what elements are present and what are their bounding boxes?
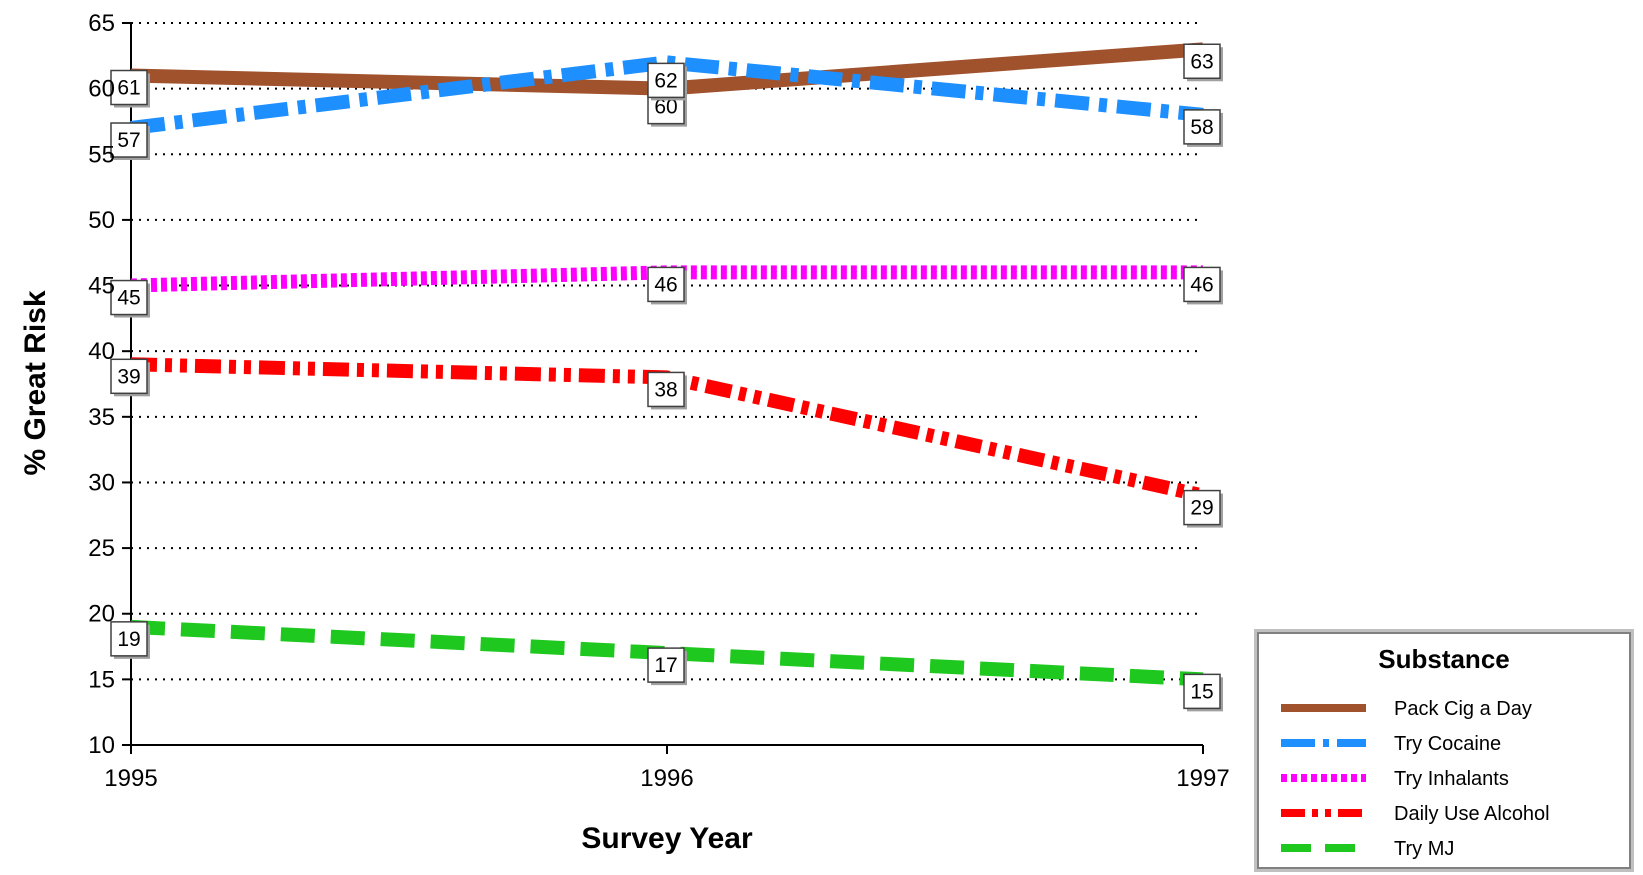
series-line-5 — [130, 619, 1204, 687]
data-label-text: 46 — [1190, 273, 1213, 296]
data-label-text: 38 — [654, 378, 677, 401]
legend-box — [1257, 632, 1631, 869]
x-tick-label: 1995 — [104, 765, 157, 792]
series-lines — [130, 42, 1205, 687]
data-label: 39 — [110, 358, 150, 397]
data-label-text: 58 — [1190, 116, 1213, 139]
data-label-box — [1183, 266, 1221, 303]
data-label-text: 29 — [1190, 497, 1213, 520]
data-label-box — [110, 621, 148, 657]
data-label: 29 — [1183, 489, 1223, 528]
data-label: 58 — [1183, 109, 1223, 147]
data-label-text: 46 — [654, 273, 677, 296]
data-label-box — [647, 371, 685, 408]
data-label-box — [647, 647, 685, 683]
legend-label: Daily Use Alcohol — [1394, 803, 1550, 825]
legend-title: Substance — [1378, 644, 1510, 674]
series-line-2 — [130, 55, 1204, 135]
y-tick-label: 50 — [88, 207, 115, 234]
data-label-text: 62 — [654, 69, 677, 92]
data-label: 57 — [110, 122, 150, 161]
data-label: 38 — [647, 371, 687, 410]
x-tick-labels: 1995 1996 1997 — [104, 765, 1229, 792]
data-label: 17 — [647, 647, 687, 686]
x-axis-title: Survey Year — [581, 822, 753, 855]
legend-label: Try MJ — [1394, 838, 1454, 860]
legend-label: Try Inhalants — [1394, 768, 1509, 790]
data-label-text: 15 — [1190, 680, 1213, 703]
x-tick-label: 1997 — [1176, 765, 1229, 792]
y-axis-title: % Great Risk — [19, 290, 52, 475]
data-labels: 61 60 63 57 62 58 45 46 46 39 38 29 19 17 15 — [110, 43, 1223, 712]
legend-items: Pack Cig a Day Try Cocaine Try Inhalants Da… — [1281, 698, 1550, 860]
data-label: 46 — [647, 266, 687, 305]
data-label-text: 45 — [117, 287, 140, 310]
data-label-text: 17 — [654, 654, 677, 677]
data-label-box — [110, 69, 148, 106]
data-label: 15 — [1183, 673, 1223, 712]
data-label-text: 60 — [654, 96, 677, 119]
data-label-box — [1183, 489, 1221, 526]
series-line-3 — [130, 265, 1203, 293]
y-tick-label: 60 — [88, 76, 115, 103]
legend: Substance Pack Cig a Day Try Cocaine Try I… — [1254, 629, 1634, 872]
data-label: 45 — [110, 279, 150, 318]
y-tick-label: 45 — [88, 273, 115, 300]
y-tick-labels: 10 15 20 25 30 35 40 45 50 55 60 65 — [88, 10, 115, 759]
data-label-box — [110, 358, 148, 395]
y-tick-label: 15 — [88, 666, 115, 693]
data-label-box — [110, 279, 148, 316]
data-label-box — [1183, 43, 1221, 80]
data-label-box — [1183, 673, 1221, 710]
x-tick-label: 1996 — [640, 765, 693, 792]
data-label-text: 61 — [117, 77, 140, 100]
data-label: 61 — [110, 69, 150, 108]
y-tick-label: 35 — [88, 404, 115, 431]
data-label-text: 63 — [1190, 50, 1213, 73]
legend-label: Try Cocaine — [1394, 733, 1501, 755]
data-label-box — [647, 266, 685, 303]
legend-label: Pack Cig a Day — [1394, 698, 1532, 720]
y-tick-label: 55 — [88, 141, 115, 168]
data-label-box — [1183, 109, 1221, 145]
y-tick-label: 30 — [88, 469, 115, 496]
y-tick-label: 25 — [88, 535, 115, 562]
data-label-box — [647, 62, 685, 99]
data-label: 63 — [1183, 43, 1223, 82]
y-tick-label: 40 — [88, 338, 115, 365]
data-label-text: 39 — [117, 365, 140, 388]
data-label: 19 — [110, 621, 150, 659]
data-label: 62 — [647, 62, 687, 101]
data-label: 46 — [1183, 266, 1223, 305]
data-label-text: 19 — [117, 628, 140, 651]
data-label-box — [110, 122, 148, 158]
y-tick-label: 20 — [88, 601, 115, 628]
y-tick-label: 10 — [88, 732, 115, 759]
data-label-text: 57 — [117, 129, 140, 152]
y-tick-label: 65 — [88, 10, 115, 37]
